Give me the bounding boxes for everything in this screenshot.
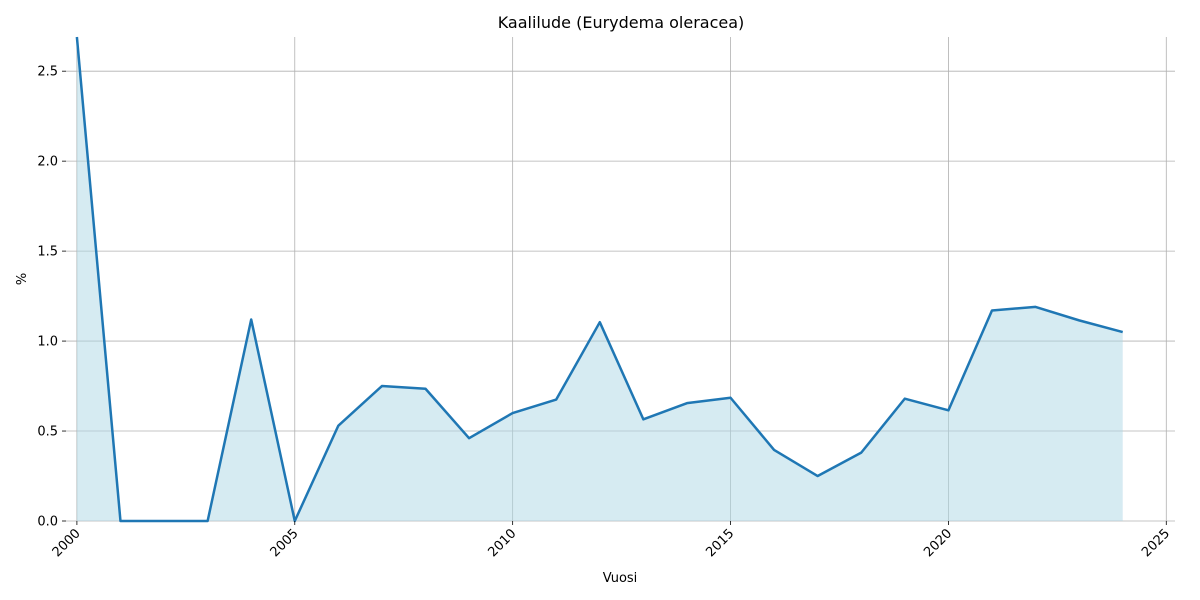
chart-title: Kaalilude (Eurydema oleracea): [498, 13, 745, 32]
series-line-path: [75, 36, 1124, 523]
y-axis-ticks: 0.0 0.5 1.0 1.5 2.0 2.5: [37, 65, 66, 530]
y-tick-label: 0.0: [37, 515, 58, 530]
x-axis-label: Vuosi: [603, 571, 638, 586]
y-axis-label: %: [15, 273, 30, 285]
x-tick-label: 2010: [485, 526, 519, 560]
x-tick-label: 2015: [703, 526, 737, 560]
y-tick-label: 2.0: [37, 155, 58, 170]
x-tick-label: 2000: [50, 526, 84, 560]
x-tick-label: 2005: [268, 526, 302, 560]
y-tick-label: 2.5: [37, 65, 58, 80]
area-fill: [76, 37, 1123, 521]
x-tick-label: 2020: [921, 526, 955, 560]
x-tick-label: 2025: [1139, 526, 1173, 560]
series-line: [75, 36, 1124, 523]
y-tick-label: 1.0: [37, 335, 58, 350]
area-fill-path: [76, 37, 1123, 521]
y-tick-label: 1.5: [37, 245, 58, 260]
x-axis-ticks: 2000 2005 2010 2015 2020 2025: [50, 521, 1173, 560]
y-tick-label: 0.5: [37, 425, 58, 440]
